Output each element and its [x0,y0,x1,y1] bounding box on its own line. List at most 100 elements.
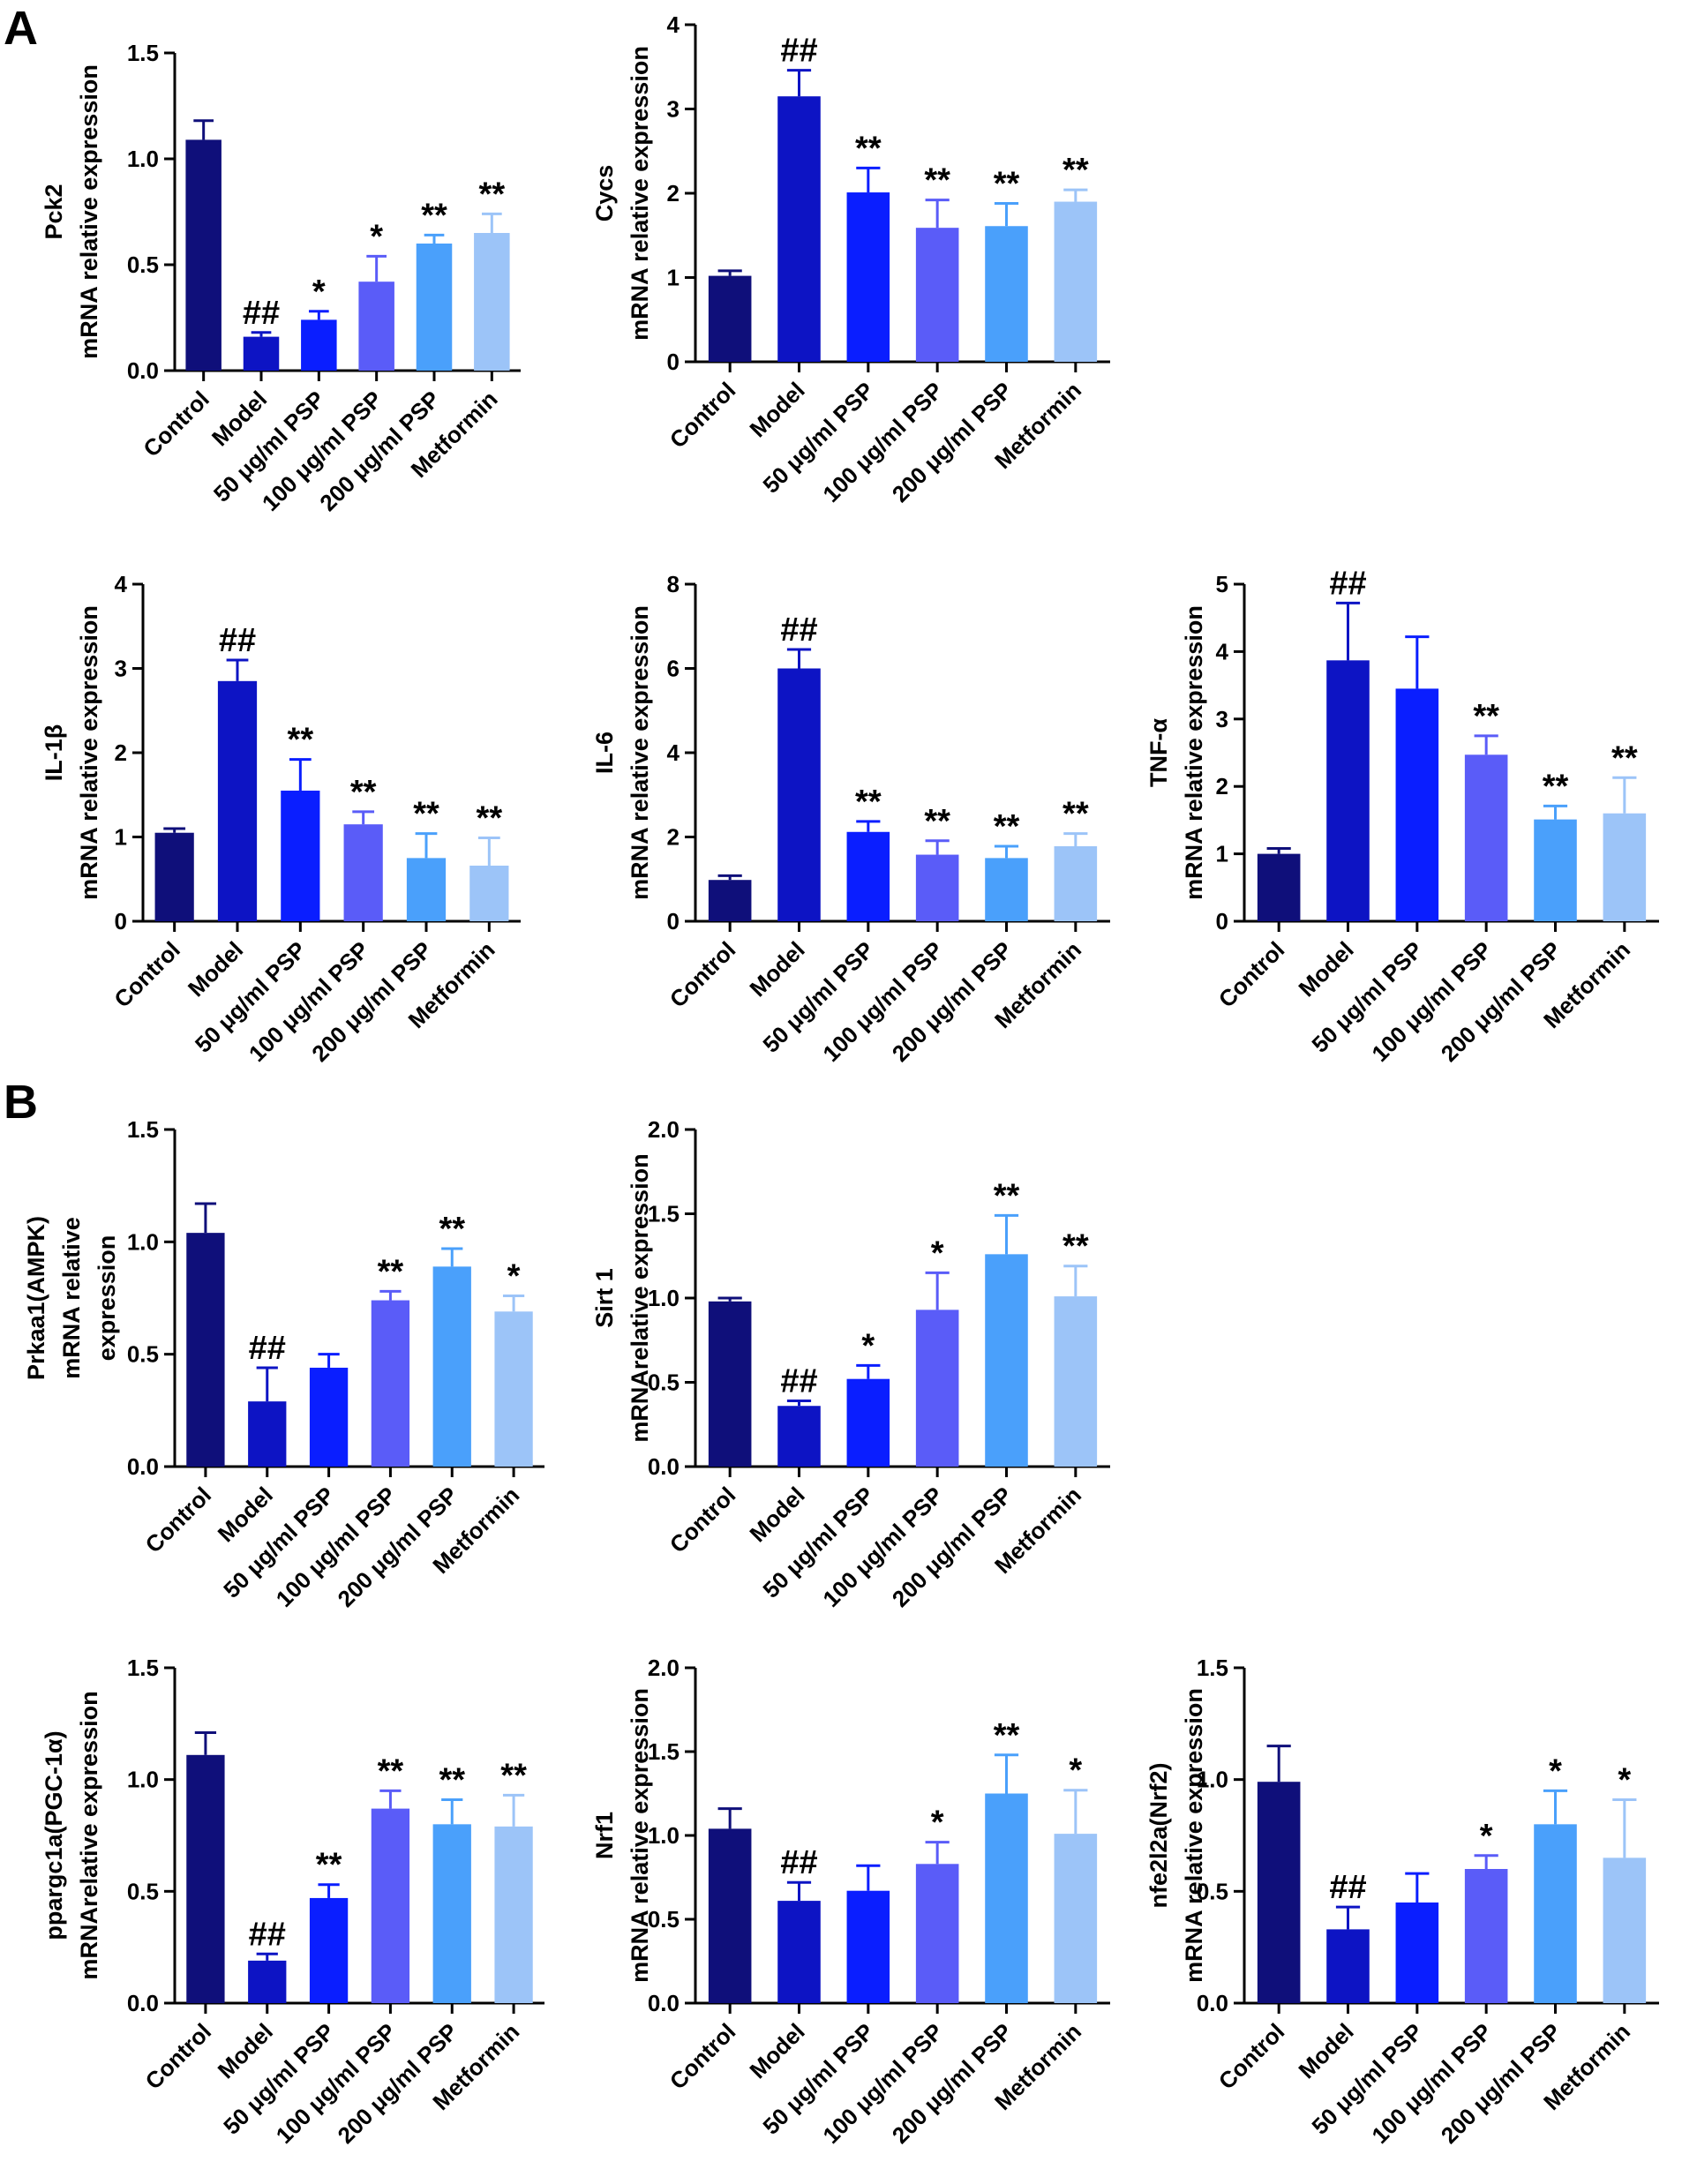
y-tick-label: 0.5 [127,1878,159,1904]
bar-il1b-1 [217,680,258,921]
bar-il6-5 [1054,846,1098,921]
significance-marker: * [931,1805,944,1842]
bar-sirt1-3 [915,1310,959,1467]
significance-marker: * [1618,1761,1631,1798]
category-label: 100 μg/ml PSP [817,936,948,1067]
significance-marker: * [931,1235,944,1272]
y-tick-label: 1.0 [127,1767,159,1793]
significance-marker: ** [316,1847,342,1884]
significance-marker: ## [780,1363,817,1400]
significance-marker: ** [288,722,314,759]
y-tick-label: 1.0 [127,1228,159,1255]
bar-prkaa1-1 [248,1401,287,1467]
bar-nrf1-2 [846,1890,890,2003]
bar-il6-2 [846,831,890,921]
significance-marker: ** [1063,152,1089,189]
bar-prkaa1-2 [309,1367,349,1467]
bar-il1b-5 [469,865,509,921]
y-axis-label: Prkaa1(AMPK) [23,1216,49,1380]
y-axis-label: ppargc1a(PGC-1α) [41,1730,67,1940]
y-axis-label: Pck2 [41,184,67,239]
y-tick-label: 3 [115,656,127,682]
bar-ppargc1a-5 [494,1826,533,2003]
bar-cycs-4 [985,226,1028,362]
y-axis-label: mRNA relative expression [627,1688,653,1983]
significance-marker: ** [924,162,950,199]
bar-il6-4 [985,858,1028,921]
category-label: 200 μg/ml PSP [887,1482,1017,1612]
chart-pck2: 0.0 0.5 1.0 1.5 Pck2 mRNA relative expression… [41,40,521,516]
y-tick-label: 0 [667,349,680,375]
bar-prkaa1-5 [494,1311,533,1467]
y-axis-label: Sirt 1 [591,1268,618,1328]
y-tick-label: 3 [667,96,680,123]
y-tick-label: 0.0 [127,1990,159,2016]
category-label: Control [138,386,214,462]
y-tick-label: 2.0 [648,1116,680,1143]
y-axis-label: mRNA relative expression [1181,1688,1207,1983]
significance-marker: ** [1063,1228,1089,1265]
bar-nrf1-1 [777,1901,821,2003]
bar-tnfa-2 [1395,688,1439,921]
y-tick-label: 1.0 [648,1285,680,1311]
y-tick-label: 0.0 [127,1453,159,1480]
bar-nrf1-0 [708,1828,752,2003]
y-axis-label: mRNA relative expression [76,64,102,359]
significance-marker: * [1480,1818,1493,1855]
y-tick-label: 1.5 [127,1655,159,1681]
category-label: Model [744,1482,809,1547]
bar-cycs-5 [1054,201,1098,362]
significance-marker: ** [413,796,439,833]
bar-tnfa-4 [1534,819,1577,921]
category-label: 100 μg/ml PSP [1366,2018,1497,2149]
y-tick-label: 2 [667,180,680,206]
category-label: Control [109,936,185,1013]
y-axis-label: mRNA relative expression [1181,605,1207,900]
chart-il1b: 0 1 2 3 4 IL-1β mRNA relative expression Contro… [41,571,521,1067]
y-tick-label: 8 [667,571,680,597]
category-label: Control [140,2018,217,2095]
y-tick-label: 0 [667,908,680,934]
significance-marker: * [507,1257,521,1295]
significance-marker: ** [994,1177,1020,1214]
y-axis-label: Nrf1 [591,1812,618,1859]
panel-label-a: A [4,2,38,55]
chart-ppargc1a: 0.0 0.5 1.0 1.5 ppargc1a(PGC-1α) mRNArelative… [41,1655,544,2149]
y-axis-label: IL-1β [41,724,67,781]
y-axis-label: TNF-α [1145,718,1172,787]
category-label: Model [1293,936,1358,1002]
y-tick-label: 0.5 [648,1906,680,1933]
bar-nrf1-4 [985,1793,1028,2003]
significance-marker: ** [1063,796,1089,833]
significance-marker: ## [780,1844,817,1881]
bar-il6-3 [915,854,959,921]
significance-marker: ** [924,803,950,840]
category-label: Model [744,936,809,1002]
y-tick-label: 1.5 [127,1116,159,1143]
chart-nfe2l2a: 0.0 0.5 1.0 1.5 nfe2l2a(Nrf2) mRNA relative e… [1145,1655,1659,2149]
bar-nfe2l2a-1 [1326,1929,1370,2003]
significance-marker: ## [780,612,817,649]
category-label: Control [665,936,741,1013]
significance-marker: ** [479,176,506,213]
y-tick-label: 4 [115,571,128,597]
y-tick-label: 0.5 [648,1370,680,1396]
bar-il1b-4 [406,858,447,921]
y-tick-label: 1.5 [648,1201,680,1227]
bar-tnfa-0 [1257,853,1301,921]
bar-tnfa-3 [1464,754,1508,921]
category-label: 200 μg/ml PSP [1436,2018,1566,2149]
category-label: 200 μg/ml PSP [1436,936,1566,1067]
category-label: 100 μg/ml PSP [817,2018,948,2149]
bar-il6-0 [708,880,752,921]
y-tick-label: 0.0 [648,1453,680,1480]
bar-nfe2l2a-3 [1464,1869,1508,2003]
significance-marker: * [1069,1752,1082,1790]
chart-tnfa: 0 1 2 3 4 5 TNF-α mRNA relative expression Contr… [1145,565,1659,1067]
significance-marker: ** [439,1761,465,1798]
significance-marker: * [370,218,383,255]
bar-ppargc1a-3 [371,1808,410,2003]
bar-cycs-2 [846,192,890,362]
y-tick-label: 0.0 [1197,1990,1228,2016]
